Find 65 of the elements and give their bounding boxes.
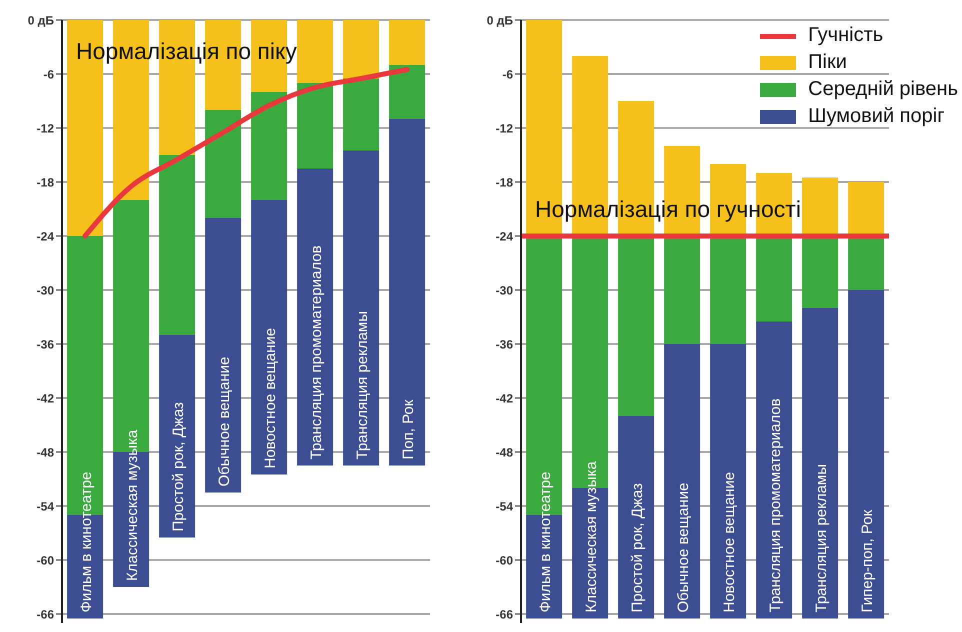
- bar: [205, 110, 242, 218]
- bar: [756, 322, 792, 618]
- bar: [802, 308, 838, 618]
- x-tick-label: Простой рок, Джаз: [170, 402, 187, 532]
- y-tick-label: -48: [36, 445, 54, 460]
- bar: [251, 92, 288, 200]
- bar: [664, 344, 700, 618]
- bar: [205, 218, 242, 492]
- bar: [297, 168, 334, 466]
- y-tick-label: -66: [496, 607, 514, 622]
- y-tick-label: -36: [496, 337, 514, 352]
- x-tick-label: Поп, Рок: [400, 399, 417, 460]
- y-tick-label: 0 дБ: [486, 13, 514, 28]
- x-tick-label: Классическая музыка: [583, 460, 600, 612]
- y-tick-label: -6: [43, 67, 54, 82]
- bar: [848, 290, 884, 618]
- bar: [297, 20, 334, 83]
- y-tick-label: 0 дБ: [28, 13, 54, 28]
- y-tick-label: -24: [496, 229, 514, 244]
- y-tick-label: -12: [496, 121, 514, 136]
- y-tick-label: -24: [36, 229, 54, 244]
- y-tick-label: -54: [496, 499, 514, 514]
- y-tick-label: -66: [36, 607, 54, 622]
- y-tick-label: -42: [496, 391, 514, 406]
- bar: [343, 150, 380, 466]
- y-tick-label: -60: [36, 553, 54, 568]
- bar: [389, 65, 426, 119]
- y-tick-label: -42: [36, 391, 54, 406]
- y-tick-label: -36: [36, 337, 54, 352]
- legend-label: Середній рівень: [808, 78, 958, 101]
- x-tick-label: Трансляция рекламы: [354, 310, 371, 460]
- y-tick-label: -48: [496, 445, 514, 460]
- y-tick-label: -30: [496, 283, 514, 298]
- x-tick-label: Новостное вещание: [262, 328, 279, 468]
- y-tick-label: -54: [36, 499, 54, 514]
- bar: [389, 119, 426, 466]
- x-tick-label: Обычное вещание: [216, 356, 233, 486]
- x-tick-label: Классическая музыка: [124, 429, 141, 581]
- bar: [297, 83, 334, 168]
- bar: [710, 344, 746, 618]
- x-tick-label: Трансляция рекламы: [813, 464, 830, 612]
- x-tick-label: Простой рок, Джаз: [629, 482, 646, 612]
- bar: [251, 200, 288, 474]
- y-tick-label: -18: [36, 175, 54, 190]
- y-tick-label: -12: [36, 121, 54, 136]
- x-tick-label: Новостное вещание: [721, 472, 738, 612]
- bar: [343, 20, 380, 78]
- bar: [618, 416, 654, 618]
- legend-label: Гучність: [808, 24, 884, 47]
- x-tick-label: Трансляция промоматериалов: [308, 245, 325, 460]
- y-tick-label: -6: [502, 67, 514, 82]
- bar: [159, 155, 196, 335]
- y-tick-label: -30: [36, 283, 54, 298]
- x-tick-label: Фильм в кинотеатре: [78, 472, 95, 612]
- y-tick-label: -18: [496, 175, 514, 190]
- bar: [389, 20, 426, 65]
- x-tick-label: Обычное вещание: [675, 482, 692, 612]
- x-tick-label: Гипер-поп, Рок: [859, 509, 876, 612]
- legend-label: Піки: [808, 51, 847, 74]
- x-tick-label: Трансляция промоматериалов: [767, 398, 784, 612]
- legend-label: Шумовий поріг: [808, 105, 944, 128]
- x-tick-label: Фильм в кинотеатре: [537, 472, 554, 612]
- bar: [159, 335, 196, 538]
- bar: [343, 78, 380, 150]
- y-tick-label: -60: [496, 553, 514, 568]
